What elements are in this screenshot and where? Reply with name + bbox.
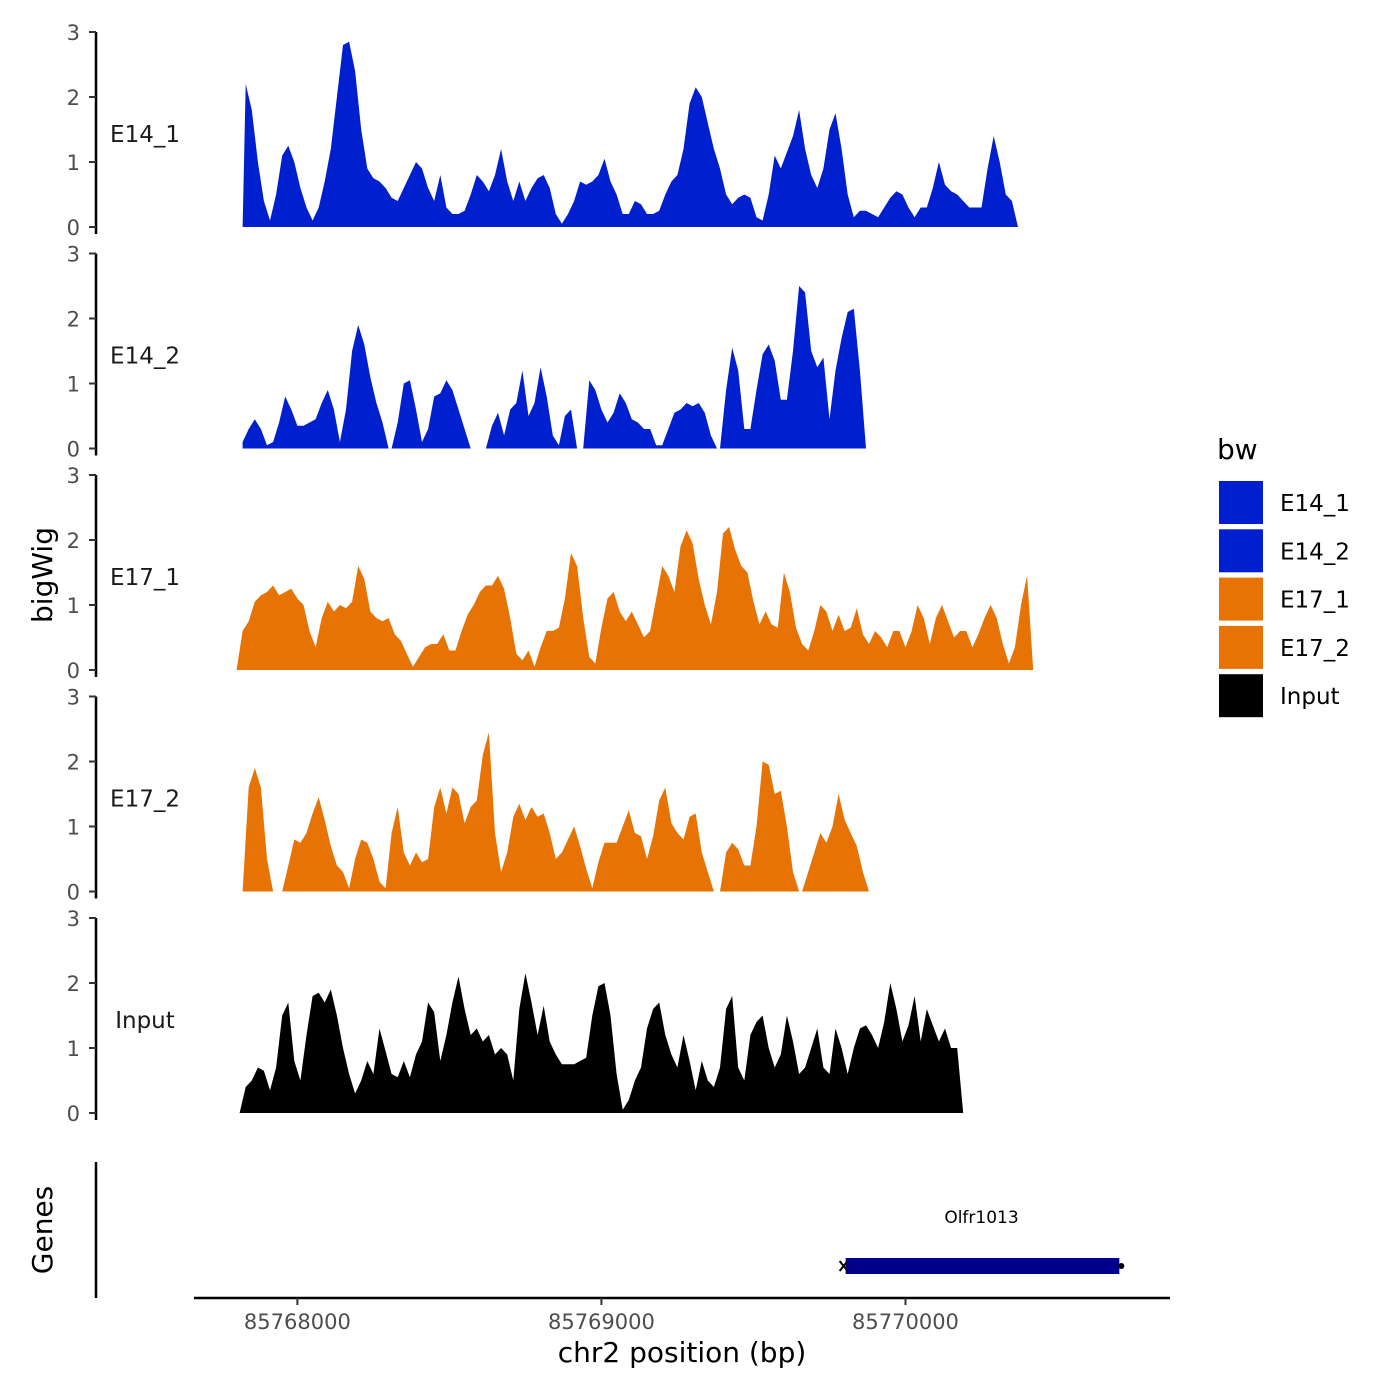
strand-marker (838, 1260, 849, 1272)
x-tick-label: 85770000 (852, 1310, 959, 1334)
legend-entry-e17-2: E17_2 (1219, 625, 1350, 669)
track-name-label: E17_1 (110, 565, 180, 591)
gene-olfr1013: Olfr1013 (838, 1208, 1125, 1274)
legend-swatch (1219, 625, 1263, 669)
legend-swatch (1219, 481, 1263, 524)
y-tick-label: 2 (67, 972, 80, 996)
y-tick-label: 3 (67, 907, 80, 931)
legend-entry-e17-1: E17_1 (1219, 577, 1350, 621)
legend-label: E14_2 (1280, 539, 1350, 565)
legend-label: E17_2 (1280, 636, 1350, 662)
legend-entry-input: Input (1219, 674, 1340, 718)
track-e14-1: 0 1 2 3 E14_1 (67, 21, 1019, 240)
y-tick-label: 2 (67, 751, 80, 775)
track-input: 0 1 2 3 Input (67, 907, 964, 1126)
track-e17-2: 0 1 2 3 E17_2 (67, 686, 869, 905)
legend-title: bw (1217, 433, 1258, 466)
genes-layer: Olfr1013 (838, 1208, 1125, 1274)
x-axis: 85768000 85769000 85770000 chr2 position (… (194, 1296, 1170, 1369)
y-tick-label: 2 (67, 308, 80, 332)
track-name-label: Input (115, 1008, 175, 1034)
legend: bw E14_1 E14_2 E17_1 E17_2 Input (1217, 433, 1350, 718)
coverage-area (282, 732, 714, 892)
y-tick-label: 0 (67, 881, 80, 905)
x-tick-label: 85769000 (548, 1310, 655, 1334)
y-tick-label: 0 (67, 1102, 80, 1126)
legend-label: Input (1280, 684, 1340, 710)
coverage-area (242, 325, 389, 449)
x-tick-label: 85768000 (244, 1310, 351, 1334)
legend-label: E17_1 (1280, 588, 1350, 614)
coverage-area (391, 380, 471, 449)
gene-body (845, 1258, 1120, 1274)
legend-entry-e14-1: E14_1 (1219, 481, 1350, 524)
legend-swatch (1219, 577, 1263, 621)
track-name-label: E14_2 (110, 344, 180, 370)
track-e17-1: 0 1 2 3 E17_1 (67, 464, 1034, 683)
coverage-area (239, 973, 964, 1113)
legend-swatch (1219, 674, 1263, 718)
gene-label: Olfr1013 (944, 1208, 1018, 1228)
y-tick-label: 2 (67, 529, 80, 553)
y-tick-label: 2 (67, 86, 80, 110)
y-tick-label: 1 (67, 1037, 80, 1061)
coverage-area (485, 367, 578, 449)
legend-entries: E14_1 E14_2 E17_1 E17_2 Input (1219, 481, 1350, 718)
x-ticks-layer: 85768000 85769000 85770000 (244, 1298, 959, 1334)
coverage-area (720, 761, 800, 892)
y-tick-label: 1 (67, 816, 80, 840)
y-tick-label: 1 (67, 373, 80, 397)
y-tick-label: 0 (67, 438, 80, 462)
genes-track: Genes Olfr1013 (26, 1162, 1125, 1298)
y-tick-label: 0 (67, 216, 80, 240)
y-tick-label: 3 (67, 686, 80, 710)
y-tick-label: 1 (67, 151, 80, 175)
x-axis-title: chr2 position (bp) (558, 1336, 807, 1369)
coverage-area (236, 527, 1034, 670)
y-tick-label: 1 (67, 594, 80, 618)
track-e14-2: 0 1 2 3 E14_2 (67, 243, 866, 462)
y-tick-label: 0 (67, 659, 80, 683)
tracks-layer: 0 1 2 3 E14_1 0 1 2 3 E14_2 0 1 2 3 E17_1 0 1 2 3 E17_2 0 1 2 3… (67, 21, 1034, 1126)
coverage-area (242, 41, 1019, 227)
genes-track-label: Genes (26, 1186, 59, 1274)
legend-label: E14_1 (1280, 491, 1350, 517)
legend-swatch (1219, 529, 1263, 573)
y-axis-title: bigWig (26, 527, 59, 623)
coverage-area (242, 768, 274, 892)
y-tick-label: 3 (67, 21, 80, 45)
y-tick-label: 3 (67, 243, 80, 267)
coverage-area (802, 794, 869, 892)
track-name-label: E14_1 (110, 122, 180, 148)
coverage-area (583, 380, 717, 449)
legend-entry-e14-2: E14_2 (1219, 529, 1350, 573)
track-name-label: E17_2 (110, 787, 180, 813)
gene-end-marker (1118, 1263, 1125, 1269)
coverage-area (720, 286, 866, 449)
y-tick-label: 3 (67, 464, 80, 488)
